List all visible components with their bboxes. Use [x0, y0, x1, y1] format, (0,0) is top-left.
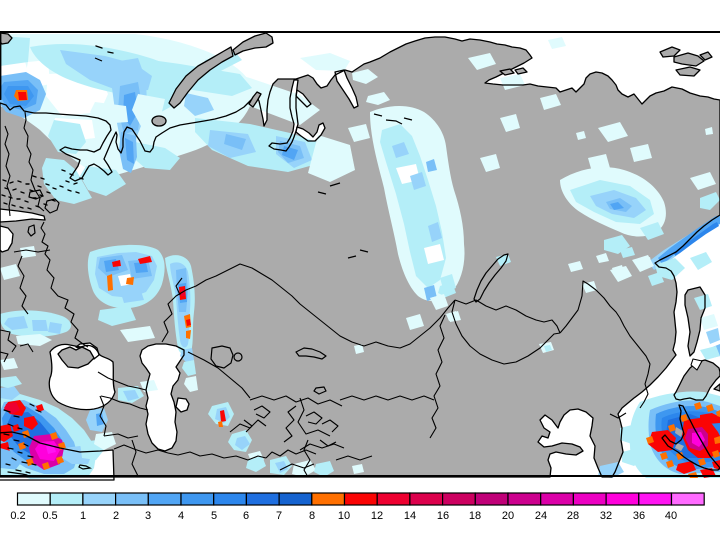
- svg-text:8: 8: [309, 510, 315, 522]
- svg-text:2: 2: [113, 510, 119, 522]
- svg-text:24: 24: [535, 510, 547, 522]
- svg-text:28: 28: [567, 510, 579, 522]
- svg-text:36: 36: [633, 510, 645, 522]
- svg-text:10: 10: [338, 510, 350, 522]
- svg-text:32: 32: [600, 510, 612, 522]
- svg-text:6: 6: [243, 510, 249, 522]
- svg-text:7: 7: [276, 510, 282, 522]
- svg-text:1: 1: [80, 510, 86, 522]
- svg-text:18: 18: [469, 510, 481, 522]
- svg-text:12: 12: [371, 510, 383, 522]
- svg-text:0.2: 0.2: [10, 510, 25, 522]
- svg-text:40: 40: [665, 510, 677, 522]
- svg-text:20: 20: [502, 510, 514, 522]
- svg-text:14: 14: [404, 510, 416, 522]
- svg-text:4: 4: [178, 510, 184, 522]
- svg-text:5: 5: [211, 510, 217, 522]
- svg-text:0.5: 0.5: [42, 510, 57, 522]
- svg-text:3: 3: [145, 510, 151, 522]
- svg-text:16: 16: [437, 510, 449, 522]
